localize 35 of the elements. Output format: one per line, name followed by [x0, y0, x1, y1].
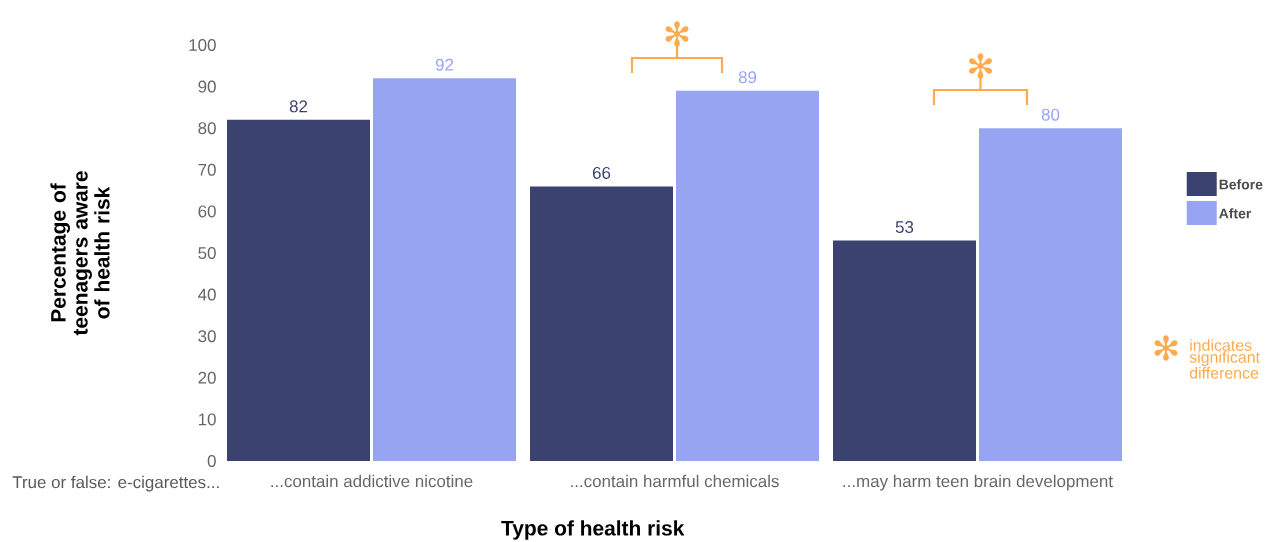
x-tick-label: ...contain addictive nicotine — [271, 474, 473, 488]
y-tick-label: 60 — [198, 205, 216, 218]
x-axis-title: Type of health risk — [501, 520, 685, 540]
data-label: 80 — [1041, 108, 1060, 121]
bar — [373, 78, 517, 461]
bar — [676, 90, 820, 461]
y-tick-label: 40 — [198, 288, 216, 301]
y-tick-label: 80 — [198, 122, 216, 135]
y-tick-label: 90 — [198, 80, 216, 93]
bar — [227, 119, 371, 461]
y-tick-label: 0 — [207, 454, 216, 467]
text: indicates significant difference — [1189, 339, 1260, 379]
y-tick-label: 50 — [198, 246, 216, 259]
bar — [530, 186, 674, 461]
y-tick-label: 70 — [198, 163, 216, 176]
data-label: 92 — [435, 58, 454, 71]
text: ✻ — [1154, 335, 1178, 361]
legend-label: After — [1219, 208, 1252, 219]
text: True or false: e-cigarettes... — [12, 475, 219, 492]
y-axis-title: Percentage of teenagers aware of health risk — [50, 171, 110, 336]
data-label: 82 — [289, 100, 308, 113]
y-tick-label: 20 — [198, 371, 216, 384]
legend-label: Before — [1219, 179, 1263, 190]
annotation: ✻ — [665, 21, 689, 47]
data-label: 53 — [895, 220, 914, 233]
y-tick-label: 10 — [198, 413, 216, 426]
data-label: 66 — [592, 166, 611, 179]
annotation: ✻ — [969, 53, 992, 79]
y-tick-label: 100 — [189, 38, 216, 51]
y-tick-label: 30 — [198, 330, 216, 343]
x-tick-label: ...may harm teen brain development — [843, 474, 1113, 491]
bar — [979, 128, 1123, 461]
x-tick-label: ...contain harmful chemicals — [571, 474, 779, 488]
data-label: 89 — [738, 71, 757, 84]
bar — [833, 240, 977, 461]
